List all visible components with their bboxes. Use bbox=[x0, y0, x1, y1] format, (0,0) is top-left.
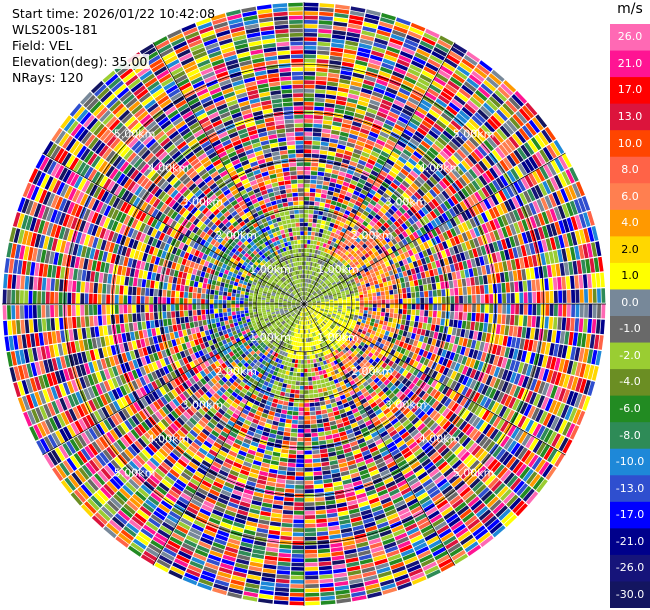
colorbar-swatch bbox=[610, 501, 650, 529]
colorbar-label: -17.0 bbox=[615, 508, 645, 522]
range-ring-label: 2.00km bbox=[351, 229, 393, 242]
field-label: Field: VEL bbox=[12, 38, 73, 53]
colorbar-label: -21.0 bbox=[615, 534, 645, 548]
colorbar-unit: m/s bbox=[617, 1, 643, 17]
colorbar-swatch bbox=[610, 528, 650, 556]
velocity-bin--13.0 bbox=[4, 16, 596, 598]
colorbar bbox=[610, 24, 650, 608]
range-ring-label: 2.00km bbox=[215, 365, 257, 378]
range-ring-label: 1.00km bbox=[317, 331, 359, 344]
colorbar-swatch bbox=[610, 448, 650, 476]
colorbar-swatch bbox=[610, 50, 650, 78]
velocity-bin--4.0 bbox=[9, 24, 598, 600]
range-ring-label: 5.00km bbox=[453, 467, 495, 480]
colorbar-label: 6.0 bbox=[621, 189, 639, 203]
colorbar-swatch bbox=[610, 554, 650, 582]
colorbar-label: 26.0 bbox=[617, 30, 643, 44]
range-ring-label: 5.00km bbox=[114, 128, 156, 141]
colorbar-swatch bbox=[610, 369, 650, 397]
velocity-bin-1.0 bbox=[7, 17, 605, 606]
range-ring-label: 4.00km bbox=[419, 433, 461, 446]
azimuth-spoke bbox=[42, 303, 305, 456]
colorbar-swatch bbox=[610, 422, 650, 450]
azimuth-spoke bbox=[303, 152, 566, 305]
colorbar-label: -26.0 bbox=[615, 561, 645, 575]
velocity-bin--2.0 bbox=[17, 7, 588, 602]
range-ring-label: 3.00km bbox=[385, 399, 427, 412]
azimuth-spoke bbox=[42, 152, 305, 305]
colorbar-label: 0.0 bbox=[621, 295, 639, 309]
colorbar-label: -1.0 bbox=[619, 322, 641, 336]
azimuth-spoke bbox=[152, 42, 305, 305]
azimuth-spokes bbox=[2, 2, 606, 606]
range-ring-label: 2.00km bbox=[215, 229, 257, 242]
range-ring-label: 3.00km bbox=[385, 195, 427, 208]
colorbar-swatch bbox=[610, 24, 650, 52]
colorbar-label: -13.0 bbox=[615, 481, 645, 495]
colorbar-swatch bbox=[610, 130, 650, 158]
colorbar-label: -30.0 bbox=[615, 587, 645, 601]
nrays-label: NRays: 120 bbox=[12, 70, 84, 85]
azimuth-spoke bbox=[152, 303, 305, 566]
colorbar-label: 8.0 bbox=[621, 163, 639, 176]
colorbar-swatch bbox=[610, 77, 650, 105]
velocity-bin--17.0 bbox=[3, 4, 598, 601]
colorbar-label: -6.0 bbox=[619, 401, 641, 415]
range-ring-label: 4.00km bbox=[419, 161, 461, 174]
colorbar-label: 10.0 bbox=[617, 136, 643, 150]
colorbar-label: 21.0 bbox=[617, 56, 643, 70]
colorbar-label: -4.0 bbox=[619, 375, 641, 389]
start-time-label: Start time: 2026/01/22 10:42:08 bbox=[12, 6, 216, 21]
colorbar-swatch bbox=[610, 475, 650, 503]
range-ring-label: 1.00km bbox=[249, 263, 291, 276]
ppi-plot: 1.00km 1.00km 1.00km 1.00km 2.00km 2.00km 2.00… bbox=[2, 2, 606, 606]
colorbar-swatch bbox=[610, 183, 650, 211]
velocity-bin-0.0 bbox=[19, 9, 597, 585]
colorbar-label: 4.0 bbox=[621, 216, 639, 230]
elevation-label: Elevation(deg): 35.00 bbox=[12, 54, 150, 69]
instrument-label: WLS200s-181 bbox=[12, 22, 98, 37]
colorbar-swatch bbox=[610, 395, 650, 423]
colorbar-swatch bbox=[610, 342, 650, 370]
azimuth-spoke bbox=[303, 303, 456, 566]
range-ring-label: 5.00km bbox=[114, 467, 156, 480]
colorbar-swatch bbox=[610, 316, 650, 344]
range-ring-label: 2.00km bbox=[351, 365, 393, 378]
range-ring-label: 1.00km bbox=[249, 331, 291, 344]
azimuth-spoke bbox=[303, 42, 456, 305]
range-ring-label: 5.00km bbox=[453, 128, 495, 141]
range-ring-label: 1.00km bbox=[317, 263, 359, 276]
colorbar-label: 1.0 bbox=[621, 269, 639, 283]
colorbar-swatch bbox=[610, 209, 650, 237]
colorbar-label: -8.0 bbox=[619, 428, 641, 442]
range-ring-labels: 1.00km 1.00km 1.00km 1.00km 2.00km 2.00km 2.00… bbox=[114, 128, 495, 480]
range-ring-label: 4.00km bbox=[148, 433, 190, 446]
colorbar-swatch bbox=[610, 289, 650, 317]
colorbar-label: 17.0 bbox=[617, 83, 643, 97]
colorbar-swatch bbox=[610, 581, 650, 608]
colorbar-swatch bbox=[610, 236, 650, 264]
colorbar-swatch bbox=[610, 103, 650, 131]
range-ring-label: 3.00km bbox=[182, 195, 224, 208]
azimuth-spoke bbox=[303, 303, 566, 456]
range-ring-label: 3.00km bbox=[182, 399, 224, 412]
colorbar-label: -10.0 bbox=[615, 455, 645, 468]
colorbar-swatch bbox=[610, 262, 650, 290]
colorbar-label: 2.0 bbox=[621, 242, 639, 256]
colorbar-label: 13.0 bbox=[617, 109, 643, 123]
velocity-bin--8.0 bbox=[6, 9, 606, 597]
colorbar-label: -2.0 bbox=[619, 348, 641, 362]
colorbar-swatch bbox=[610, 156, 650, 184]
range-ring-label: 4.00km bbox=[148, 161, 190, 174]
velocity-bin-13.0 bbox=[12, 11, 600, 587]
